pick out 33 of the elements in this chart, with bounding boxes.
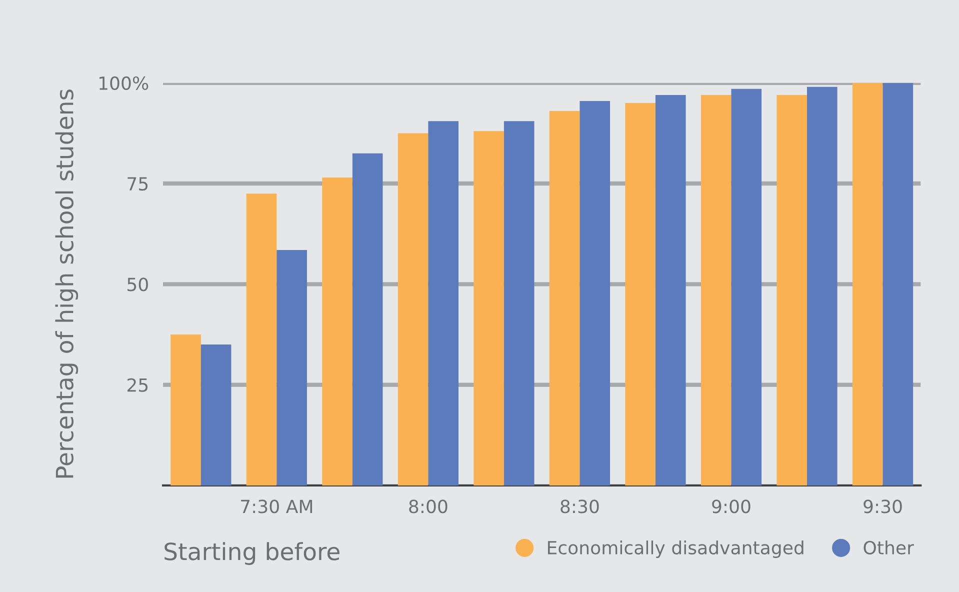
y-tick-label: 50 (128, 278, 148, 292)
y-axis-title: Percentag of high school studens (55, 90, 78, 478)
bar (322, 177, 352, 486)
x-tick-label: 9:00 (712, 500, 750, 514)
x-tick-label: 8:30 (560, 500, 599, 514)
x-axis-title: Starting before (164, 542, 340, 565)
bar (276, 250, 307, 486)
bar (807, 86, 838, 486)
legend-label: Economically disadvantaged (548, 540, 804, 558)
bar (625, 103, 656, 486)
bar (549, 111, 580, 486)
bar (852, 82, 883, 486)
x-tick-label: 9:30 (864, 500, 902, 514)
y-tick-label: 25 (127, 378, 148, 392)
bar (776, 94, 807, 486)
bar (882, 82, 914, 486)
legend-label: Other (864, 540, 914, 554)
bar (398, 133, 428, 486)
bar (655, 94, 686, 486)
bar (504, 121, 534, 486)
bar (428, 121, 458, 486)
y-tick-label: 100% (100, 76, 148, 90)
bar (700, 94, 732, 486)
bar (170, 334, 201, 486)
bar (200, 344, 232, 486)
bar (352, 153, 383, 486)
x-tick-label: 8:00 (409, 500, 448, 514)
y-tick-label: 75 (128, 177, 148, 191)
bar (246, 194, 277, 486)
bar (580, 100, 610, 486)
x-tick-label: 7:30 AM (241, 500, 312, 514)
bar (731, 88, 762, 486)
bar (474, 131, 504, 486)
